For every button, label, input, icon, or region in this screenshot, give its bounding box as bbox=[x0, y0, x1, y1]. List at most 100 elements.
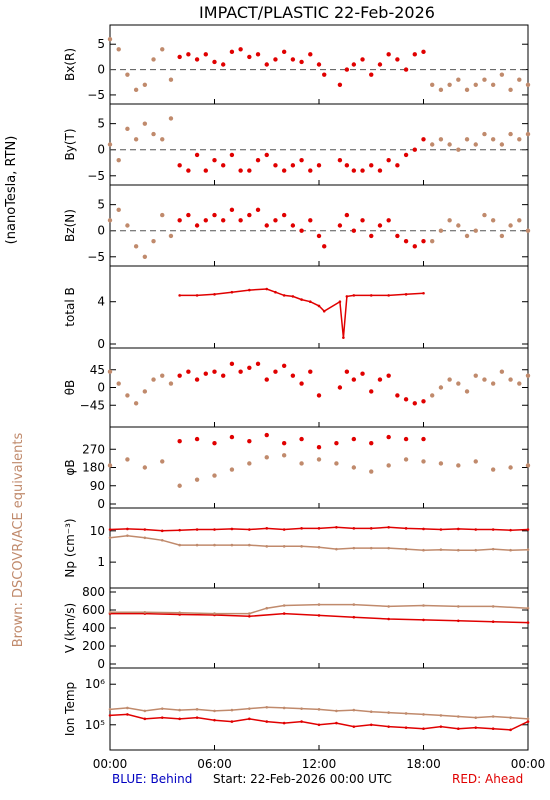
series-group bbox=[108, 525, 530, 552]
data-point-brown bbox=[125, 72, 130, 77]
x-tick-label: 06:00 bbox=[197, 757, 232, 771]
panel-btot: 0 4 total B bbox=[63, 265, 529, 351]
data-point-brown bbox=[142, 121, 148, 126]
y-axis-label: φB bbox=[63, 459, 77, 475]
y-tick-label: 180 bbox=[82, 461, 105, 475]
data-point-brown bbox=[143, 536, 147, 540]
data-point-brown bbox=[517, 137, 522, 142]
data-point-red bbox=[491, 727, 495, 731]
y-tick-label: 5 bbox=[97, 37, 105, 51]
data-point-red bbox=[322, 309, 326, 313]
units-label: (nanoTesla, RTN) bbox=[4, 136, 19, 245]
data-point-red bbox=[308, 300, 312, 304]
data-point-brown bbox=[438, 385, 444, 390]
data-point-brown bbox=[447, 377, 452, 382]
data-point-brown bbox=[116, 47, 121, 52]
data-point-red bbox=[344, 212, 350, 218]
data-point-brown bbox=[422, 604, 425, 607]
data-point-brown bbox=[490, 137, 496, 142]
data-point-brown bbox=[386, 463, 391, 468]
data-point-brown bbox=[126, 706, 129, 710]
data-point-red bbox=[334, 440, 339, 446]
data-point-brown bbox=[473, 228, 478, 233]
brown-source-label: Brown: DSCOVR/ACE equivalents bbox=[11, 433, 26, 648]
data-point-red bbox=[194, 223, 200, 228]
data-point-red bbox=[526, 720, 530, 723]
data-point-red bbox=[474, 726, 478, 729]
data-point-red bbox=[212, 157, 217, 163]
panel-frame bbox=[109, 347, 529, 428]
data-point-red bbox=[344, 369, 350, 374]
data-point-red bbox=[338, 300, 342, 304]
data-point-red bbox=[386, 52, 391, 57]
data-point-red bbox=[186, 212, 191, 218]
data-point-red bbox=[265, 527, 269, 530]
series-group bbox=[178, 287, 425, 339]
data-point-red bbox=[395, 393, 400, 398]
data-point-red bbox=[342, 336, 345, 339]
data-point-red bbox=[203, 52, 208, 57]
data-point-red bbox=[360, 371, 365, 376]
data-point-red bbox=[282, 612, 286, 615]
data-point-red bbox=[273, 163, 278, 168]
data-point-red bbox=[322, 244, 327, 249]
y-tick-label: 0 bbox=[97, 657, 105, 671]
data-point-red bbox=[308, 168, 313, 173]
data-point-red bbox=[360, 168, 365, 173]
data-point-red bbox=[230, 290, 234, 294]
data-point-red bbox=[194, 377, 200, 382]
footer-start-label: Start: 22-Feb-2026 00:00 UTC bbox=[213, 772, 392, 786]
y-tick-label: −5 bbox=[87, 250, 105, 264]
data-point-red bbox=[369, 163, 374, 168]
data-point-brown bbox=[168, 233, 174, 239]
data-point-brown bbox=[116, 381, 121, 386]
data-point-red bbox=[491, 528, 495, 531]
data-point-red bbox=[345, 295, 349, 298]
data-point-brown bbox=[248, 543, 251, 547]
data-point-brown bbox=[230, 708, 234, 712]
data-point-brown bbox=[160, 538, 164, 542]
data-point-brown bbox=[482, 131, 487, 137]
data-point-red bbox=[352, 294, 356, 297]
data-point-brown bbox=[525, 373, 531, 378]
data-point-brown bbox=[430, 393, 435, 398]
data-point-brown bbox=[230, 543, 234, 547]
data-point-brown bbox=[526, 548, 530, 551]
data-point-red bbox=[281, 363, 287, 369]
data-point-brown bbox=[160, 459, 165, 464]
data-point-brown bbox=[212, 473, 217, 478]
data-point-red bbox=[126, 527, 129, 531]
x-tick-label: 12:00 bbox=[302, 757, 337, 771]
data-point-red bbox=[369, 294, 373, 297]
panel-np: 1 10 Np (cm⁻³) bbox=[63, 507, 530, 589]
data-point-brown bbox=[491, 715, 495, 718]
data-point-red bbox=[335, 721, 338, 725]
data-point-red bbox=[322, 72, 327, 77]
data-point-red bbox=[186, 52, 191, 57]
data-point-brown bbox=[177, 483, 182, 488]
data-point-red bbox=[178, 613, 181, 616]
data-point-red bbox=[264, 152, 269, 158]
data-point-brown bbox=[457, 605, 460, 608]
data-point-brown bbox=[482, 212, 487, 218]
data-point-brown bbox=[335, 709, 338, 713]
data-point-brown bbox=[125, 223, 130, 228]
data-point-red bbox=[195, 716, 199, 719]
series-group bbox=[107, 207, 531, 259]
data-point-brown bbox=[499, 72, 505, 77]
data-point-red bbox=[248, 717, 251, 721]
data-point-brown bbox=[387, 605, 390, 608]
series-line-red bbox=[179, 288, 424, 338]
data-point-brown bbox=[387, 546, 390, 550]
data-point-red bbox=[360, 218, 365, 223]
data-point-red bbox=[265, 287, 269, 291]
data-point-brown bbox=[525, 82, 531, 87]
data-point-brown bbox=[265, 606, 269, 610]
panel-frame bbox=[109, 587, 529, 669]
data-point-brown bbox=[213, 543, 216, 547]
data-point-brown bbox=[299, 461, 304, 466]
data-point-brown bbox=[369, 469, 374, 474]
data-point-brown bbox=[457, 548, 460, 552]
data-point-brown bbox=[151, 131, 156, 137]
data-point-red bbox=[352, 615, 356, 619]
